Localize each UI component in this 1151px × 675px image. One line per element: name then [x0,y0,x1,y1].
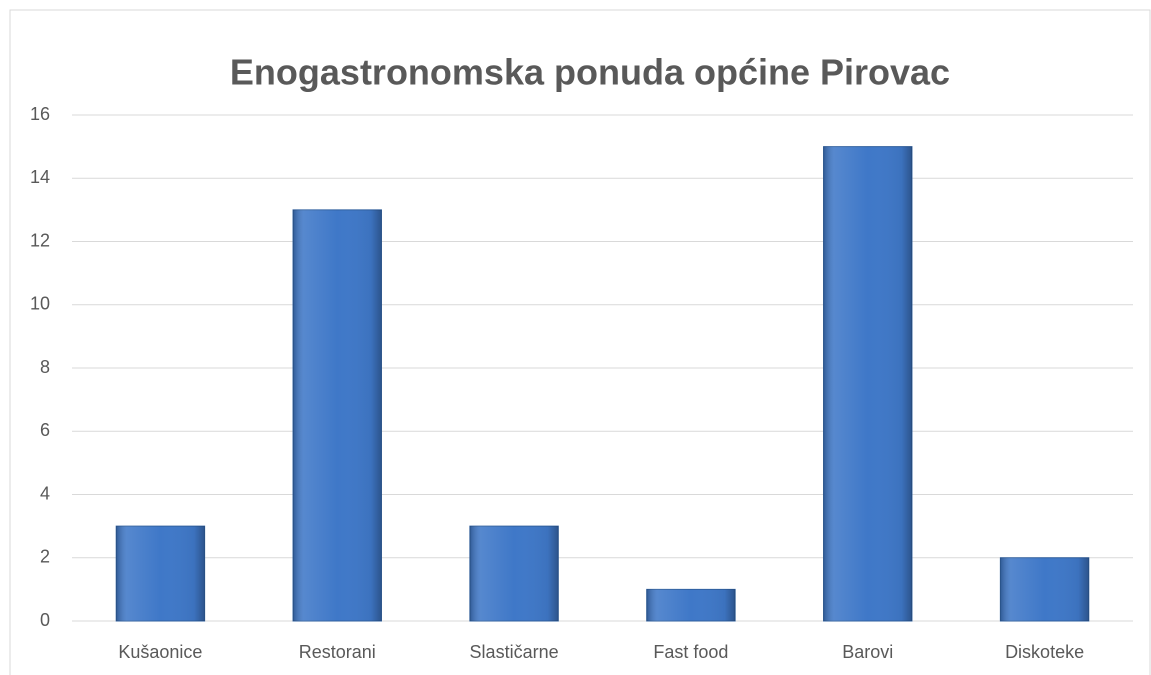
x-tick-label: Slastičarne [470,642,559,662]
chart-border [9,9,1151,675]
y-tick-label: 6 [40,420,50,440]
bar [292,209,382,622]
bar [999,557,1090,622]
y-tick-label: 0 [40,610,50,630]
x-tick-label: Fast food [653,642,728,662]
y-tick-label: 10 [30,294,50,314]
bar [469,525,559,622]
x-tick-label: Diskoteke [1005,642,1084,662]
y-tick-label: 14 [30,167,50,187]
y-tick-label: 12 [30,230,50,250]
x-tick-label: Barovi [842,642,893,662]
y-tick-label: 4 [40,483,50,503]
bar [823,146,913,622]
y-tick-label: 8 [40,357,50,377]
chart-title: Enogastronomska ponuda općine Pirovac [230,52,950,93]
y-tick-label: 2 [40,547,50,567]
bar [115,525,206,622]
x-tick-label: Kušaonice [118,642,202,662]
bar [646,588,736,622]
x-tick-label: Restorani [299,642,376,662]
y-tick-label: 16 [30,104,50,124]
